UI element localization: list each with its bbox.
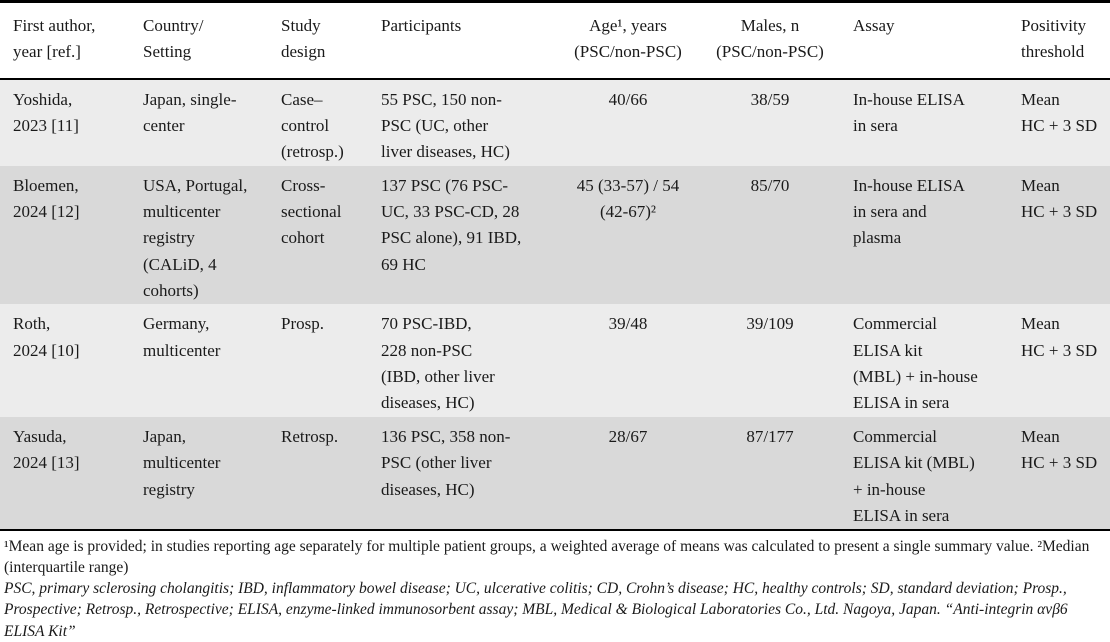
table-row-yoshida: Yoshida, 2023 [11] Japan, single- center… — [0, 78, 1110, 166]
cell-country: Japan, single- center — [143, 89, 237, 136]
cell-males: 85/70 — [750, 175, 790, 195]
cell-assay: Commercial ELISA kit (MBL) + in-house EL… — [853, 314, 978, 413]
cell-threshold: Mean HC + 3 SD — [1021, 89, 1098, 136]
header-positivity-threshold: Positivity threshold — [1008, 1, 1110, 80]
footnotes: ¹Mean age is provided; in studies report… — [0, 531, 1110, 641]
cell-participants: 136 PSC, 358 non- PSC (other liver disea… — [381, 426, 511, 499]
cell-age: 40/66 — [608, 89, 648, 109]
cell-participants: 137 PSC (76 PSC- UC, 33 PSC-CD, 28 PSC a… — [381, 175, 522, 274]
footnote-abbreviations: PSC, primary sclerosing cholangitis; IBD… — [4, 580, 1068, 640]
cell-country: Germany, multicenter — [143, 314, 221, 360]
cell-age: 28/67 — [608, 426, 648, 446]
cell-design: Retrosp. — [281, 426, 339, 446]
cell-threshold: Mean HC + 3 SD — [1021, 175, 1098, 222]
header-country-setting: Country/ Setting — [130, 1, 268, 80]
cell-author: Roth, 2024 [10] — [13, 314, 80, 360]
table-header: First author, year [ref.] Country/ Setti… — [0, 1, 1110, 80]
cell-males: 87/177 — [746, 426, 794, 446]
cell-threshold: Mean HC + 3 SD — [1021, 314, 1098, 360]
header-study-design: Study design — [268, 1, 368, 80]
header-assay: Assay — [840, 1, 1008, 80]
cell-country: Japan, multicenter registry — [143, 426, 221, 499]
cell-design: Cross- sectional cohort — [281, 175, 342, 248]
cell-participants: 55 PSC, 150 non- PSC (UC, other liver di… — [381, 89, 510, 162]
cell-design: Case– control (retrosp.) — [281, 89, 344, 162]
cell-assay: In-house ELISA in sera and plasma — [853, 175, 965, 248]
cell-assay: In-house ELISA in sera — [853, 89, 965, 136]
cell-country: USA, Portugal, multicenter registry (CAL… — [143, 175, 248, 301]
header-first-author: First author, year [ref.] — [0, 1, 130, 80]
header-males: Males, n (PSC/non-PSC) — [700, 1, 840, 80]
cell-participants: 70 PSC-IBD, 228 non-PSC (IBD, other live… — [381, 314, 495, 413]
header-age: Age¹, years (PSC/non-PSC) — [556, 1, 700, 80]
table-row-yasuda: Yasuda, 2024 [13] Japan, multicenter reg… — [0, 416, 1110, 531]
cell-author: Bloemen, 2024 [12] — [13, 175, 80, 222]
cell-age: 45 (33-57) / 54 (42-67)² — [576, 175, 680, 222]
cell-males: 39/109 — [746, 314, 794, 334]
table-row-bloemen: Bloemen, 2024 [12] USA, Portugal, multic… — [0, 165, 1110, 305]
header-row: First author, year [ref.] Country/ Setti… — [0, 1, 1110, 80]
cell-author: Yasuda, 2024 [13] — [13, 426, 80, 473]
footnote-age-definition: ¹Mean age is provided; in studies report… — [4, 538, 1090, 577]
cell-age: 39/48 — [608, 314, 648, 334]
cell-design: Prosp. — [281, 314, 324, 334]
header-participants: Participants — [368, 1, 556, 80]
table-row-roth: Roth, 2024 [10] Germany, multicenter Pro… — [0, 304, 1110, 417]
cell-males: 38/59 — [750, 89, 790, 109]
studies-table: First author, year [ref.] Country/ Setti… — [0, 0, 1110, 532]
cell-assay: Commercial ELISA kit (MBL) + in-house EL… — [853, 426, 975, 525]
cell-author: Yoshida, 2023 [11] — [13, 89, 79, 136]
cell-threshold: Mean HC + 3 SD — [1021, 426, 1098, 473]
